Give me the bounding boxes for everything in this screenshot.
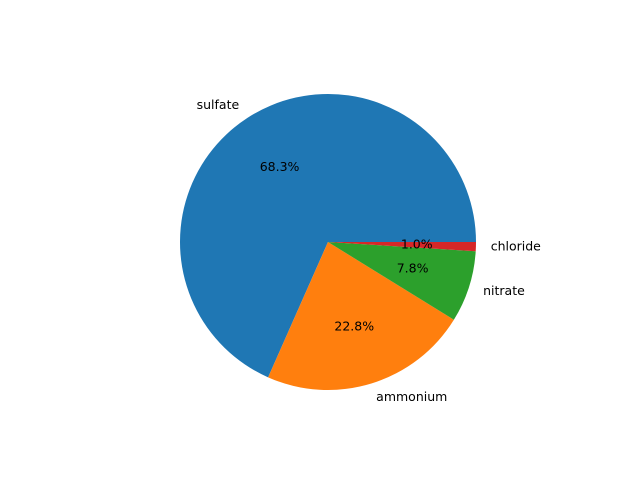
pie-labels: sulfate 68.3% ammonium 22.8% nitrate 7.8% chlo… [197,97,542,404]
pie-percent-ammonium: 22.8% [334,318,374,333]
pie-slice-ammonium [268,242,454,391]
pie-label-chloride: chloride [491,239,541,254]
pie-slices [180,94,476,391]
pie-label-nitrate: nitrate [483,283,525,298]
pie-slice-sulfate [180,94,476,378]
pie-slice-chloride [328,242,476,252]
pie-label-ammonium: ammonium [376,389,447,404]
pie-percent-nitrate: 7.8% [397,260,429,275]
pie-percent-sulfate: 68.3% [260,159,300,174]
pie-slice-nitrate [328,242,476,320]
pie-label-sulfate: sulfate [197,97,240,112]
pie-percent-chloride: 1.0% [401,236,433,251]
